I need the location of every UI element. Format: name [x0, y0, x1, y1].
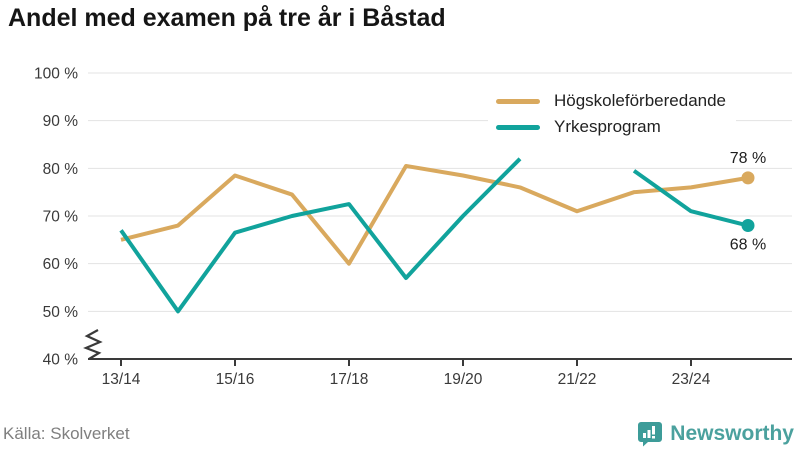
x-axis-label: 21/22 [558, 371, 597, 388]
x-axis-label: 15/16 [216, 371, 255, 388]
source-attribution: Källa: Skolverket [3, 424, 130, 443]
x-axis-label: 23/24 [672, 371, 711, 388]
newsworthy-wordmark: Newsworthy [670, 422, 794, 445]
series-end-dot [741, 171, 755, 185]
y-axis-label: 70 % [43, 209, 79, 226]
legend: Högskoleförberedande Yrkesprogram [488, 88, 737, 140]
y-axis-label: 40 % [43, 352, 79, 369]
bar-chart-speech-bubble-icon [638, 422, 663, 447]
y-axis-label: 50 % [43, 304, 79, 321]
x-axis-label: 13/14 [102, 371, 141, 388]
legend-swatch-hogskoleforberedande [496, 98, 540, 104]
axis-break-icon [83, 329, 103, 360]
series-end-value-label: 78 % [730, 150, 766, 167]
x-axis-label: 17/18 [330, 371, 369, 388]
y-axis-label: 100 % [34, 66, 78, 83]
legend-label: Yrkesprogram [554, 117, 661, 136]
series-line-yrkesprogram [119, 157, 522, 314]
series-line-yrkesprogram [632, 169, 749, 228]
legend-item-hogskoleforberedande: Högskoleförberedande [496, 88, 726, 114]
legend-item-yrkesprogram: Yrkesprogram [496, 114, 726, 140]
legend-swatch-yrkesprogram [496, 124, 540, 130]
legend-label: Högskoleförberedande [554, 91, 727, 110]
series-line-högskoleförberedande [120, 163, 749, 266]
x-axis-label: 19/20 [444, 371, 483, 388]
y-axis-label: 60 % [43, 256, 79, 273]
series-end-value-label: 68 % [730, 237, 766, 254]
series-end-dot [741, 219, 755, 233]
newsworthy-logo: Newsworthy [637, 421, 794, 447]
y-axis-label: 90 % [43, 113, 79, 130]
y-axis-label: 80 % [43, 161, 79, 178]
chart-title: Andel med examen på tre år i Båstad [8, 4, 446, 32]
